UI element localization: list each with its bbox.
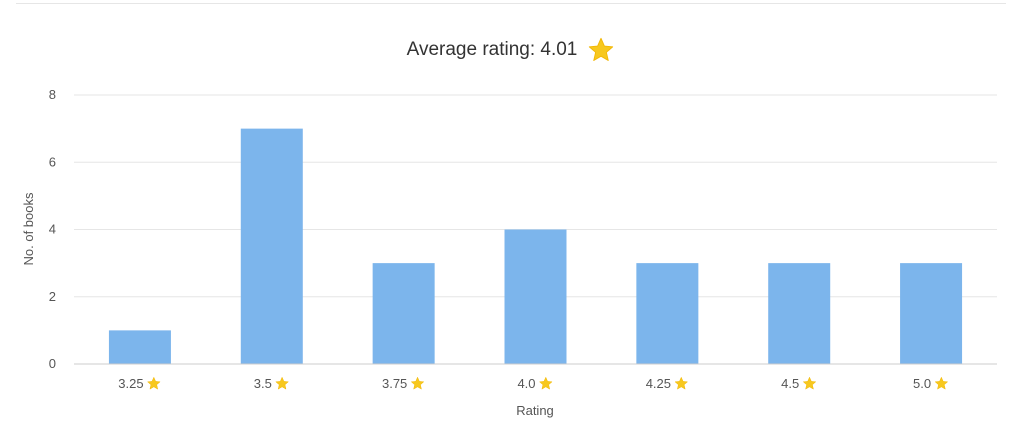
y-tick-label: 2 xyxy=(49,289,56,304)
x-tick-label: 3.75 xyxy=(382,376,407,391)
bars xyxy=(108,128,963,365)
star-icon xyxy=(589,37,614,61)
star-icon xyxy=(147,377,161,390)
star-icon xyxy=(411,377,425,390)
x-axis-ticks: 3.25 3.5 3.75 4.0 4.25 4.5 5.0 xyxy=(118,376,948,391)
x-tick-label: 5.0 xyxy=(913,376,931,391)
bar-5.0[interactable] xyxy=(900,263,963,364)
bar-4.25[interactable] xyxy=(636,263,699,364)
bar-3.5[interactable] xyxy=(240,128,303,364)
star-icon xyxy=(539,377,553,390)
chart-title-text: Average rating: 4.01 xyxy=(406,39,578,60)
chart-title: Average rating: 4.01 xyxy=(0,36,1022,64)
y-tick-label: 4 xyxy=(49,222,56,237)
y-tick-label: 0 xyxy=(49,356,56,371)
x-axis-title: Rating xyxy=(516,403,554,418)
star-icon xyxy=(275,377,289,390)
bar-4.0[interactable] xyxy=(504,229,567,365)
y-tick-label: 8 xyxy=(49,87,56,102)
y-axis-title: No. of books xyxy=(21,192,36,265)
x-tick-label: 4.0 xyxy=(517,376,535,391)
x-tick-label: 4.25 xyxy=(646,376,671,391)
star-icon xyxy=(803,377,817,390)
bar-3.25[interactable] xyxy=(108,330,171,364)
x-tick-label: 4.5 xyxy=(781,376,799,391)
top-divider xyxy=(16,3,1006,4)
star-icon xyxy=(674,377,688,390)
star-icon xyxy=(934,377,948,390)
x-tick-label: 3.25 xyxy=(118,376,143,391)
y-axis-ticks: 0 2 4 6 8 xyxy=(49,87,56,371)
bar-4.5[interactable] xyxy=(768,263,831,364)
y-tick-label: 6 xyxy=(49,154,56,169)
x-tick-label: 3.5 xyxy=(254,376,272,391)
bar-3.75[interactable] xyxy=(372,263,435,364)
